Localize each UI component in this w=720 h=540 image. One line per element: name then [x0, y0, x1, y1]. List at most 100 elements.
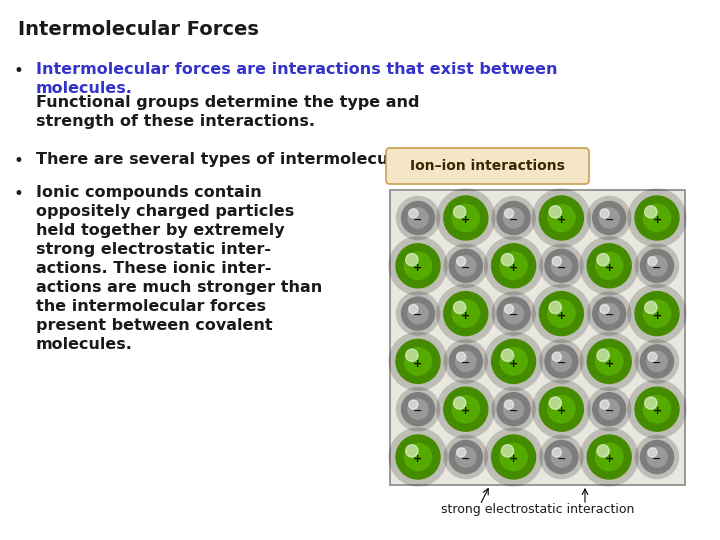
Circle shape: [648, 448, 657, 457]
Circle shape: [449, 441, 482, 474]
Circle shape: [409, 400, 418, 409]
Circle shape: [456, 448, 466, 457]
Circle shape: [648, 352, 657, 361]
Circle shape: [504, 400, 513, 409]
Circle shape: [635, 196, 679, 240]
Text: •: •: [14, 185, 24, 203]
Circle shape: [593, 393, 626, 426]
Circle shape: [409, 209, 418, 218]
Circle shape: [597, 444, 609, 457]
Circle shape: [405, 253, 418, 266]
Text: −: −: [557, 262, 566, 273]
Circle shape: [552, 448, 562, 457]
Text: +: +: [557, 311, 566, 321]
Circle shape: [539, 292, 583, 335]
Text: +: +: [413, 263, 423, 273]
Circle shape: [552, 352, 562, 361]
Text: +: +: [557, 407, 566, 416]
Circle shape: [593, 201, 626, 234]
Text: +: +: [557, 215, 566, 225]
Text: present between covalent: present between covalent: [36, 318, 273, 333]
Circle shape: [405, 349, 418, 361]
Text: −: −: [413, 310, 423, 320]
Text: Intermolecular forces are interactions that exist between
molecules.: Intermolecular forces are interactions t…: [36, 62, 557, 96]
Circle shape: [588, 435, 631, 479]
Text: −: −: [509, 214, 518, 225]
Text: +: +: [509, 263, 518, 273]
Circle shape: [492, 244, 536, 288]
Circle shape: [644, 206, 657, 218]
Circle shape: [501, 253, 513, 266]
Circle shape: [409, 305, 418, 314]
Circle shape: [635, 387, 679, 431]
Circle shape: [444, 292, 488, 335]
Text: −: −: [509, 406, 518, 416]
Circle shape: [641, 249, 673, 282]
Circle shape: [497, 393, 530, 426]
Bar: [390, 190, 685, 485]
Text: Ionic compounds contain: Ionic compounds contain: [36, 185, 262, 200]
Text: −: −: [557, 358, 566, 368]
Text: −: −: [461, 358, 470, 368]
Text: actions are much stronger than: actions are much stronger than: [36, 280, 323, 295]
Circle shape: [545, 345, 578, 378]
Circle shape: [597, 253, 609, 266]
Circle shape: [402, 393, 434, 426]
Circle shape: [600, 305, 609, 314]
Circle shape: [588, 244, 631, 288]
Circle shape: [501, 444, 513, 457]
Circle shape: [497, 297, 530, 330]
Circle shape: [539, 196, 583, 240]
Text: −: −: [557, 454, 566, 464]
Circle shape: [492, 340, 536, 383]
Text: −: −: [413, 406, 423, 416]
Circle shape: [549, 397, 562, 409]
Circle shape: [545, 249, 578, 282]
Circle shape: [501, 349, 513, 361]
Text: +: +: [605, 263, 614, 273]
Circle shape: [597, 349, 609, 361]
Text: +: +: [605, 359, 614, 369]
Circle shape: [588, 340, 631, 383]
Text: −: −: [461, 454, 470, 464]
Text: −: −: [605, 310, 614, 320]
Text: −: −: [605, 214, 614, 225]
Circle shape: [456, 352, 466, 361]
Circle shape: [648, 256, 657, 266]
Text: actions. These ionic inter-: actions. These ionic inter-: [36, 261, 271, 276]
Circle shape: [449, 345, 482, 378]
Text: molecules.: molecules.: [36, 337, 133, 352]
Circle shape: [396, 340, 440, 383]
Text: strong electrostatic interaction: strong electrostatic interaction: [441, 503, 634, 516]
Circle shape: [644, 301, 657, 314]
Text: −: −: [605, 406, 614, 416]
Text: strong electrostatic inter-: strong electrostatic inter-: [36, 242, 271, 257]
Circle shape: [396, 435, 440, 479]
Text: +: +: [462, 215, 470, 225]
Circle shape: [454, 397, 466, 409]
Text: held together by extremely: held together by extremely: [36, 223, 284, 238]
Circle shape: [444, 196, 488, 240]
Text: −: −: [413, 214, 423, 225]
Circle shape: [539, 387, 583, 431]
Circle shape: [552, 256, 562, 266]
Text: +: +: [462, 311, 470, 321]
Text: −: −: [509, 310, 518, 320]
Text: +: +: [652, 215, 662, 225]
Circle shape: [396, 244, 440, 288]
Circle shape: [456, 256, 466, 266]
Text: +: +: [413, 454, 423, 464]
Circle shape: [492, 435, 536, 479]
Text: the intermolecular forces: the intermolecular forces: [36, 299, 266, 314]
Circle shape: [600, 209, 609, 218]
Text: oppositely charged particles: oppositely charged particles: [36, 204, 294, 219]
Text: +: +: [509, 359, 518, 369]
Text: +: +: [652, 311, 662, 321]
Circle shape: [444, 387, 488, 431]
Circle shape: [449, 249, 482, 282]
Circle shape: [635, 292, 679, 335]
FancyBboxPatch shape: [386, 148, 589, 184]
Circle shape: [454, 301, 466, 314]
Circle shape: [545, 441, 578, 474]
Circle shape: [644, 397, 657, 409]
